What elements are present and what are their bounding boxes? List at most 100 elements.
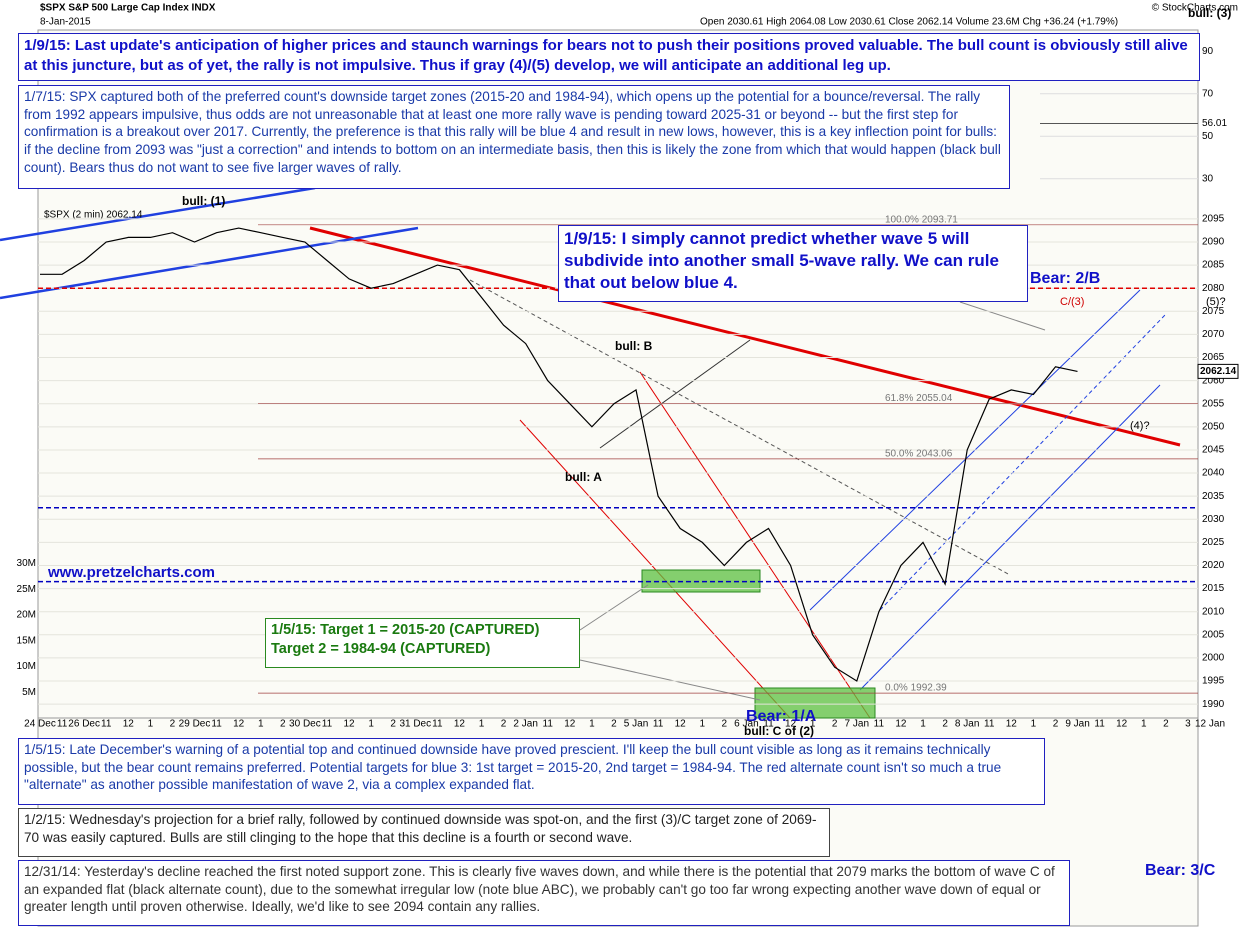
x-tick-label: 11 (653, 719, 664, 730)
y-tick-label: 2090 (1202, 237, 1225, 248)
y-tick-label: 2075 (1202, 306, 1225, 317)
note: 1/2/15: Wednesday's projection for a bri… (18, 808, 830, 857)
x-tick-label: 29 Dec (179, 719, 211, 730)
note: Target 2 = 1984-94 (CAPTURED) (271, 640, 491, 657)
x-tick-label: 11 (763, 719, 774, 730)
source: © StockCharts.com (1152, 3, 1238, 14)
volume-tick-label: 10M (17, 661, 36, 672)
x-tick-label: 2 (1053, 719, 1059, 730)
fib-label: 0.0% 1992.39 (885, 683, 947, 694)
wave-label: bull: C of (2) (744, 724, 814, 738)
wave-label: C/(3) (1060, 296, 1085, 308)
volume-tick-label: 30M (17, 558, 36, 569)
x-tick-label: 2 (942, 719, 948, 730)
note: 1/7/15: SPX captured both of the preferr… (18, 85, 1010, 189)
x-tick-label: 1 (1031, 719, 1037, 730)
legend-entry: $SPX (2 min) 2062.14 (44, 210, 143, 221)
x-tick-label: 11 (543, 719, 554, 730)
volume-tick-label: 5M (22, 687, 36, 698)
y-tick-label: 2030 (1202, 514, 1225, 525)
y-tick-label: 2040 (1202, 468, 1225, 479)
volume-tick-label: 25M (17, 584, 36, 595)
fib-label: 50.0% 2043.06 (885, 449, 953, 460)
x-tick-label: 1 (699, 719, 705, 730)
x-tick-label: 11 (57, 719, 68, 730)
x-tick-label: 2 (501, 719, 507, 730)
wave-label: bull: (1) (182, 194, 226, 208)
x-tick-label: 1 (148, 719, 154, 730)
y-tick-label: 2065 (1202, 352, 1225, 363)
x-tick-label: 1 (589, 719, 595, 730)
x-tick-label: 12 (564, 719, 576, 730)
y-tick-label: 2035 (1202, 491, 1225, 502)
chart-title: $SPX S&P 500 Large Cap Index INDX (40, 3, 216, 14)
y-tick-label: 1995 (1202, 676, 1225, 687)
target-note: 1/5/15: Target 1 = 2015-20 (CAPTURED) Ta… (265, 618, 580, 668)
y-tick-label: 2080 (1202, 283, 1225, 294)
y-tick-label: 2045 (1202, 445, 1225, 456)
wave-label: Bear: 1/A (746, 708, 817, 725)
wave-label: bull: B (615, 339, 653, 353)
y-tick-label: 2095 (1202, 214, 1225, 225)
x-tick-label: 11 (984, 719, 995, 730)
x-tick-label: 12 (233, 719, 245, 730)
x-tick-label: 6 Jan (734, 719, 758, 730)
x-tick-label: 2 (832, 719, 838, 730)
last-price-label: 2062.14 (1200, 366, 1237, 377)
x-tick-label: 12 (675, 719, 687, 730)
wave-label: (5)? (1206, 296, 1226, 308)
y-tick-label: 2005 (1202, 629, 1225, 640)
rsi-tick-label: 30 (1202, 173, 1214, 184)
x-tick-label: 24 Dec (24, 719, 56, 730)
note: 1/5/15: Target 1 = 2015-20 (CAPTURED) (271, 622, 540, 638)
y-tick-label: 2070 (1202, 329, 1225, 340)
x-tick-label: 1 (810, 719, 816, 730)
x-tick-label: 12 (123, 719, 135, 730)
trend-line (309, 226, 1181, 447)
price-line (40, 227, 1078, 682)
channel-line (469, 279, 1011, 576)
volume-tick-label: 15M (17, 635, 36, 646)
volume-tick-label: 20M (17, 610, 36, 621)
wave-label: Bear: 2/B (1030, 270, 1101, 287)
x-tick-label: 7 Jan (845, 719, 869, 730)
wave-label: Bear: 3/C (1145, 862, 1216, 879)
x-tick-label: 2 (611, 719, 617, 730)
site: www.pretzelcharts.com (48, 564, 215, 581)
x-tick-label: 2 (170, 719, 176, 730)
x-tick-label: 11 (432, 719, 443, 730)
x-tick-label: 11 (322, 719, 333, 730)
wave-label: (4)? (1130, 420, 1150, 432)
y-tick-label: 2010 (1202, 606, 1225, 617)
y-tick-label: 2025 (1202, 537, 1225, 548)
y-tick-label: 2000 (1202, 653, 1225, 664)
x-tick-label: 2 (722, 719, 728, 730)
y-tick-label: 1990 (1202, 699, 1225, 710)
rsi-tick-label: 50 (1202, 131, 1214, 142)
x-tick-label: 2 (280, 719, 286, 730)
channel-line (859, 384, 1161, 691)
callout-line (959, 301, 1046, 331)
wave-label: bull: A (565, 470, 602, 484)
callout-line (579, 584, 649, 631)
ohlc: Open 2030.61 High 2064.08 Low 2030.61 Cl… (700, 17, 1118, 28)
fib-label: 100.0% 2093.71 (885, 214, 958, 225)
x-tick-label: 2 (390, 719, 396, 730)
last-price-box (1197, 363, 1239, 379)
y-tick-label: 2060 (1202, 375, 1225, 386)
x-tick-label: 30 Dec (289, 719, 321, 730)
x-tick-label: 1 (258, 719, 264, 730)
channel-line (639, 371, 871, 719)
x-tick-label: 11 (101, 719, 112, 730)
trend-line (0, 226, 419, 300)
x-tick-label: 12 (1116, 719, 1128, 730)
channel-line (879, 314, 1166, 611)
x-tick-label: 3 (1185, 719, 1191, 730)
y-tick-label: 2020 (1202, 560, 1225, 571)
x-tick-label: 2 Jan (513, 719, 537, 730)
chart-date: 8-Jan-2015 (40, 17, 91, 28)
note: 1/9/15: I simply cannot predict whether … (558, 225, 1028, 302)
x-tick-label: 1 (1141, 719, 1147, 730)
note: 12/31/14: Yesterday's decline reached th… (18, 860, 1070, 926)
